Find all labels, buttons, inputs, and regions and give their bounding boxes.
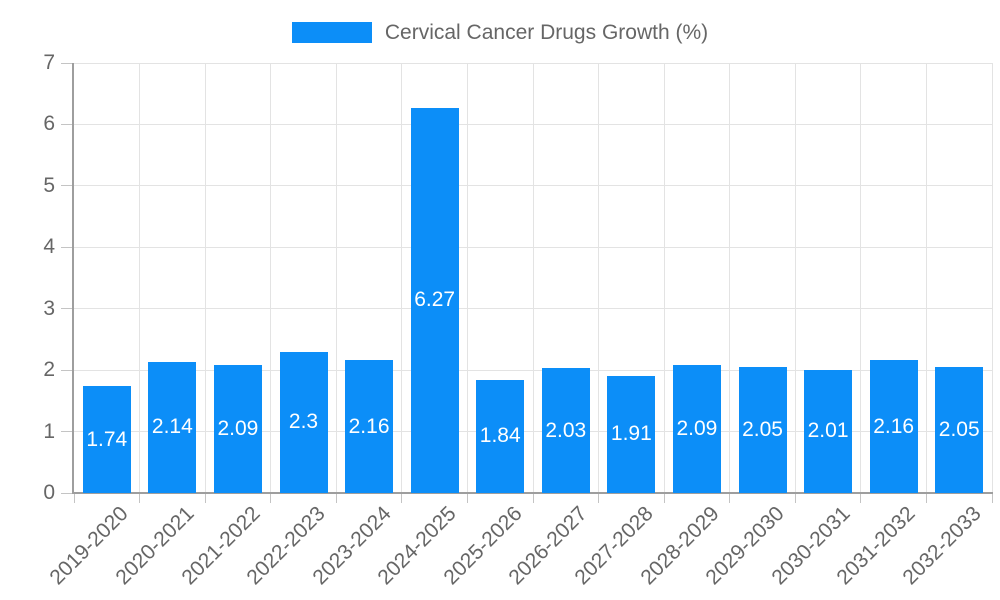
bar[interactable] bbox=[738, 367, 787, 493]
v-gridline bbox=[794, 63, 796, 493]
x-tick-mark bbox=[401, 493, 403, 503]
v-gridline bbox=[663, 63, 665, 493]
bar-value-label: 1.74 bbox=[86, 427, 128, 451]
v-gridline bbox=[729, 63, 731, 493]
x-tick-mark bbox=[925, 493, 927, 503]
y-tick-label: 0 bbox=[43, 481, 55, 504]
bar-value-label: 2.05 bbox=[742, 418, 783, 442]
v-gridline bbox=[532, 63, 534, 493]
x-tick-mark bbox=[73, 493, 75, 503]
bar[interactable] bbox=[410, 107, 459, 493]
x-tick-mark bbox=[139, 493, 141, 503]
bar[interactable] bbox=[345, 360, 394, 493]
bar-value-label: 2.09 bbox=[676, 416, 718, 440]
y-tick-mark bbox=[61, 369, 74, 371]
bar-value-label: 1.84 bbox=[479, 424, 521, 448]
y-tick-mark bbox=[61, 308, 74, 310]
legend-swatch-icon bbox=[291, 22, 372, 43]
legend[interactable]: Cervical Cancer Drugs Growth (%) bbox=[0, 21, 1000, 44]
x-tick-mark bbox=[663, 493, 665, 503]
x-tick-mark bbox=[204, 493, 206, 503]
y-tick-label: 6 bbox=[43, 112, 55, 136]
bar[interactable] bbox=[279, 351, 328, 493]
x-tick-mark bbox=[466, 493, 468, 503]
y-tick-mark bbox=[61, 185, 74, 187]
v-gridline bbox=[335, 63, 337, 493]
y-tick-mark bbox=[61, 123, 74, 125]
bar-value-label: 2.09 bbox=[217, 416, 259, 440]
y-tick-mark bbox=[61, 431, 74, 433]
bar[interactable] bbox=[935, 367, 984, 493]
bar-value-label: 2.16 bbox=[873, 414, 915, 438]
y-tick-label: 2 bbox=[43, 358, 55, 382]
x-tick-mark bbox=[598, 493, 600, 503]
bar[interactable] bbox=[541, 368, 590, 493]
v-gridline bbox=[925, 63, 927, 493]
bar[interactable] bbox=[672, 364, 721, 493]
bar[interactable] bbox=[804, 369, 853, 493]
x-tick-mark bbox=[532, 493, 534, 503]
x-tick-mark bbox=[991, 493, 993, 503]
v-gridline bbox=[270, 63, 272, 493]
bar-value-label: 6.27 bbox=[414, 288, 456, 312]
bar-value-label: 2.03 bbox=[545, 418, 587, 442]
v-gridline bbox=[139, 63, 141, 493]
x-tick-mark bbox=[794, 493, 796, 503]
x-tick-mark bbox=[335, 493, 337, 503]
y-tick-label: 7 bbox=[43, 51, 55, 74]
bar[interactable] bbox=[607, 375, 656, 493]
x-axis-line bbox=[72, 492, 993, 494]
v-gridline bbox=[401, 63, 403, 493]
bar-value-label: 1.91 bbox=[610, 422, 652, 446]
bar-value-label: 2.14 bbox=[151, 415, 193, 439]
y-tick-mark bbox=[61, 246, 74, 248]
v-gridline bbox=[598, 63, 600, 493]
x-tick-mark bbox=[729, 493, 731, 503]
v-gridline bbox=[991, 63, 993, 493]
y-axis-line bbox=[72, 63, 74, 494]
v-gridline bbox=[466, 63, 468, 493]
bar-value-label: 2.3 bbox=[288, 410, 319, 434]
x-tick-mark bbox=[270, 493, 272, 503]
bar[interactable] bbox=[213, 364, 262, 493]
bar[interactable] bbox=[148, 361, 197, 493]
bar[interactable] bbox=[82, 386, 131, 493]
v-gridline bbox=[860, 63, 862, 493]
x-tick-mark bbox=[860, 493, 862, 503]
bar-value-label: 2.16 bbox=[348, 414, 390, 438]
y-tick-label: 3 bbox=[43, 296, 55, 320]
y-tick-label: 5 bbox=[43, 173, 55, 197]
bar-value-label: 2.01 bbox=[807, 419, 849, 443]
legend-label: Cervical Cancer Drugs Growth (%) bbox=[384, 21, 709, 44]
y-tick-label: 1 bbox=[43, 419, 55, 443]
y-tick-mark bbox=[61, 62, 74, 64]
bar[interactable] bbox=[476, 379, 525, 493]
y-tick-mark bbox=[61, 492, 74, 494]
bar-value-label: 2.05 bbox=[938, 418, 980, 442]
y-tick-label: 4 bbox=[43, 235, 55, 259]
v-gridline bbox=[204, 63, 206, 493]
bar[interactable] bbox=[869, 360, 918, 493]
